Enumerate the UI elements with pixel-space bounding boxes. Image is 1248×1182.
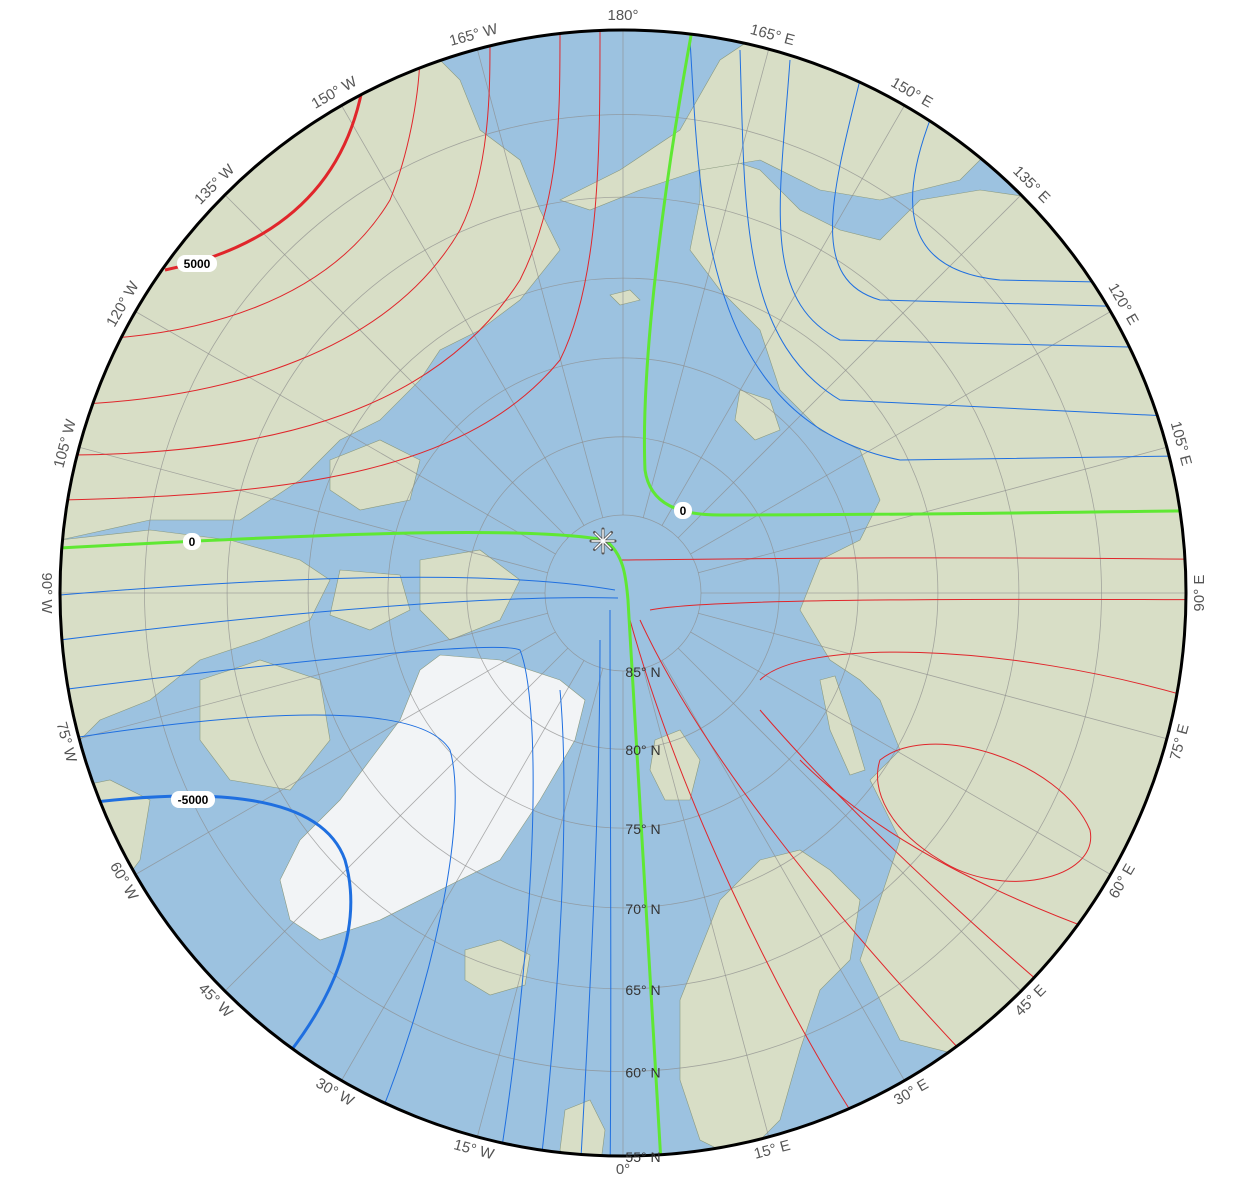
longitude-label: 0° <box>616 1161 630 1178</box>
pos-contour <box>629 619 851 1111</box>
meridian-line <box>341 660 585 1081</box>
latitude-label: 70° N <box>625 901 660 917</box>
pos-contour <box>759 651 1186 701</box>
neg-contour <box>609 609 612 1156</box>
land-archipelago-2 <box>419 549 521 641</box>
land-baffin <box>199 659 331 791</box>
pos-contour <box>639 619 961 1051</box>
land-canada <box>60 529 331 761</box>
land-archipelago-1 <box>329 439 421 511</box>
pos-contour <box>877 743 1092 882</box>
meridian-line <box>642 49 770 518</box>
contour-label-zero-east: 0 <box>674 502 692 519</box>
pos-contour <box>759 709 1061 1001</box>
land-new-siberian <box>734 389 781 441</box>
pos-contour <box>60 39 491 406</box>
contour-label-text: 0 <box>680 504 687 518</box>
meridian-line <box>224 194 569 539</box>
pos-contour <box>649 598 1186 611</box>
neg-contour <box>779 59 1186 351</box>
meridian-line <box>698 446 1167 574</box>
meridian-line <box>79 612 548 740</box>
map-disc <box>60 30 1186 1156</box>
map-border <box>58 28 1188 1158</box>
land-archipelago-3 <box>329 569 411 631</box>
neg-contour <box>60 646 534 1156</box>
latitude-label: 85° N <box>625 664 660 680</box>
land-novaya-zemlya <box>819 675 866 776</box>
neg-contour <box>539 689 565 1156</box>
meridian-line <box>476 668 604 1137</box>
contours-negative <box>60 39 1186 1156</box>
latitude-label: 60° N <box>625 1065 660 1081</box>
meridian-line <box>476 49 604 518</box>
pos-contour <box>619 557 1186 561</box>
meridian-line <box>677 194 1022 539</box>
contour-label-plus-5000: 5000 <box>177 255 217 272</box>
graticule-longitude <box>60 30 1186 1156</box>
asterisk-star-icon <box>589 527 617 555</box>
contours-positive <box>60 30 1186 1111</box>
meridian-line <box>661 105 905 526</box>
meridian-line <box>341 105 585 526</box>
meridian-line <box>224 647 569 992</box>
longitude-label: 90° W <box>38 572 55 614</box>
neg-contour <box>60 714 456 1141</box>
meridian-line <box>690 631 1111 875</box>
neg-contour <box>912 119 1186 286</box>
land-eurasia <box>689 149 1186 1061</box>
neg-contour <box>60 597 619 641</box>
latitude-label: 75° N <box>625 821 660 837</box>
latitude-label: 65° N <box>625 982 660 998</box>
latitude-labels: 85° N 80° N 75° N 70° N 65° N 60° N 55° N <box>625 664 660 1165</box>
meridian-line <box>698 612 1167 740</box>
meridian-line <box>642 668 770 1137</box>
contour-label-minus-5000: -5000 <box>171 791 215 808</box>
land-greenland <box>279 654 586 941</box>
neg-contour <box>579 639 601 1156</box>
land-iceland <box>464 939 531 996</box>
contour-label-text: 0 <box>189 535 196 549</box>
land-svalbard <box>649 729 701 801</box>
meridian-line <box>79 446 548 574</box>
contour-zero-west <box>60 531 664 1156</box>
neg-contour <box>60 576 616 596</box>
contour-label-zero-west: 0 <box>183 533 201 550</box>
longitude-label: 90° E <box>1191 575 1208 612</box>
contour-label-text: 5000 <box>184 257 211 271</box>
neg-contour <box>689 39 1186 461</box>
pos-contour <box>60 30 601 501</box>
latitude-label: 80° N <box>625 742 660 758</box>
meridian-line <box>135 631 556 875</box>
neg-contour <box>832 79 1186 311</box>
longitude-label: 180° <box>607 7 638 24</box>
pos-contour <box>60 49 421 341</box>
latitude-label: 55° N <box>625 1149 660 1165</box>
meridian-line <box>135 311 556 555</box>
pos-contour <box>60 30 561 456</box>
land-scandinavia <box>679 849 861 1156</box>
neg-contour <box>739 49 1186 421</box>
contour-label-text: -5000 <box>178 793 209 807</box>
meridian-line <box>677 647 1022 992</box>
